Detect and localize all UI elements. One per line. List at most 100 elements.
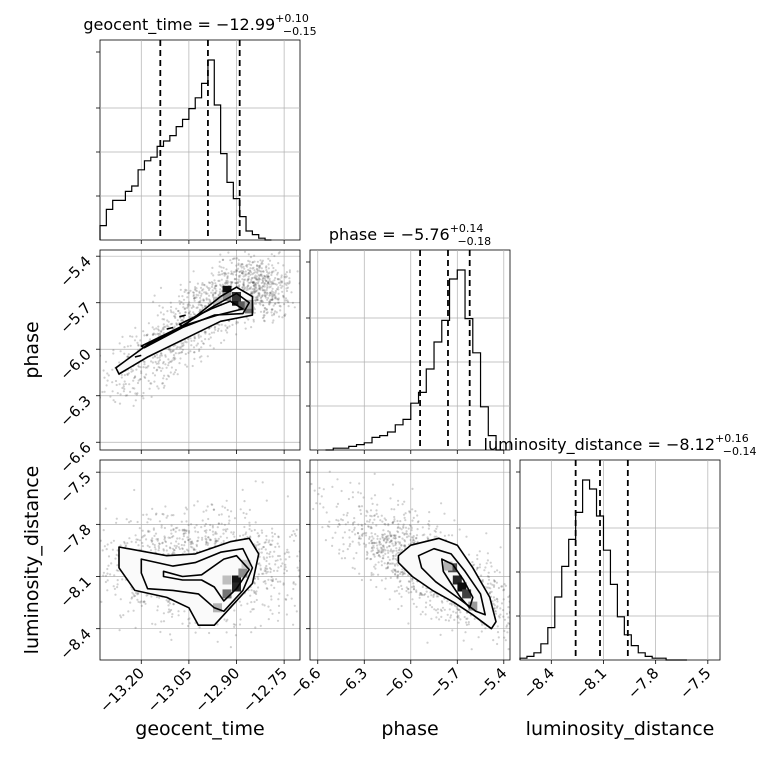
sample-point (288, 281, 291, 284)
sample-point (386, 539, 389, 542)
sample-point (403, 540, 407, 543)
sample-point (351, 540, 354, 543)
sample-point (193, 504, 196, 507)
sample-point (195, 344, 198, 347)
sample-point (265, 280, 268, 283)
sample-point (493, 599, 496, 602)
sample-point (435, 527, 438, 530)
sample-point (260, 529, 263, 532)
sample-point (397, 523, 400, 526)
sample-point (214, 291, 217, 294)
sample-point (181, 528, 184, 531)
sample-point (230, 281, 233, 284)
sample-point (405, 530, 408, 533)
sample-point (408, 510, 411, 513)
sample-point (235, 282, 238, 285)
sample-point (368, 537, 371, 541)
sample-point (193, 548, 196, 551)
histogram-phase: phase = −5.76+0.14 −0.18 (306, 222, 511, 454)
sample-point (264, 541, 267, 544)
sample-point (175, 323, 178, 327)
sample-point (116, 583, 119, 586)
sample-point (204, 537, 207, 540)
histogram-frame (99, 39, 301, 241)
sample-point (384, 587, 387, 590)
sample-point (158, 304, 161, 307)
sample-point (506, 631, 509, 634)
sample-point (395, 549, 398, 552)
sample-point (264, 580, 267, 583)
sample-point (185, 520, 188, 523)
sample-point (254, 274, 257, 277)
sample-point (169, 323, 172, 326)
sample-point (252, 320, 255, 323)
sample-point (175, 540, 178, 543)
sample-point (380, 547, 384, 550)
sample-point (241, 278, 244, 281)
sample-point (274, 297, 277, 300)
sample-point (390, 539, 393, 542)
sample-point (261, 481, 264, 484)
sample-point (276, 301, 280, 304)
sample-point (411, 577, 414, 581)
sample-point (379, 555, 382, 558)
sample-point (258, 292, 261, 295)
sample-point (170, 638, 173, 642)
sample-point (284, 563, 287, 566)
sample-point (265, 587, 268, 590)
sample-point (146, 521, 149, 524)
sample-point (288, 277, 291, 280)
sample-point (157, 387, 160, 390)
sample-point (241, 270, 245, 273)
sample-point (513, 606, 515, 608)
sample-point (279, 281, 282, 284)
sample-point (242, 534, 245, 537)
sample-point (359, 509, 362, 512)
sample-point (121, 335, 124, 338)
sample-point (226, 276, 229, 279)
sample-point (183, 528, 186, 531)
sample-point (172, 528, 175, 531)
sample-point (265, 534, 268, 538)
sample-point (369, 514, 372, 517)
sample-point (270, 298, 273, 301)
sample-point (499, 607, 502, 610)
sample-point (516, 598, 518, 600)
sample-point (286, 594, 289, 597)
sample-point (205, 531, 208, 534)
sample-point (251, 291, 254, 294)
sample-point (184, 340, 187, 343)
sample-point (265, 279, 268, 282)
sample-point (394, 541, 397, 545)
sample-point (271, 264, 274, 267)
sample-point (293, 604, 296, 607)
sample-point (163, 384, 166, 387)
sample-point (303, 581, 305, 583)
sample-point (257, 280, 260, 283)
sample-point (165, 544, 168, 548)
sample-point (248, 508, 251, 511)
sample-point (135, 538, 138, 541)
sample-point (213, 244, 215, 246)
sample-point (278, 545, 281, 548)
sample-point (129, 335, 132, 338)
sample-point (257, 284, 260, 287)
sample-point (376, 549, 379, 552)
sample-point (384, 549, 387, 552)
sample-point (145, 513, 148, 516)
sample-point (195, 287, 198, 290)
sample-point (196, 531, 200, 534)
sample-point (285, 289, 289, 293)
sample-point (136, 341, 139, 344)
sample-point (183, 610, 186, 613)
sample-point (220, 329, 223, 332)
sample-point (271, 531, 274, 534)
sample-point (301, 583, 303, 585)
sample-point (227, 522, 230, 525)
sample-point (137, 592, 140, 595)
y-axis-label-phase: phase (21, 321, 43, 378)
sample-point (432, 595, 435, 599)
sample-point (204, 332, 207, 335)
sample-point (387, 545, 391, 548)
sample-point (194, 337, 197, 340)
